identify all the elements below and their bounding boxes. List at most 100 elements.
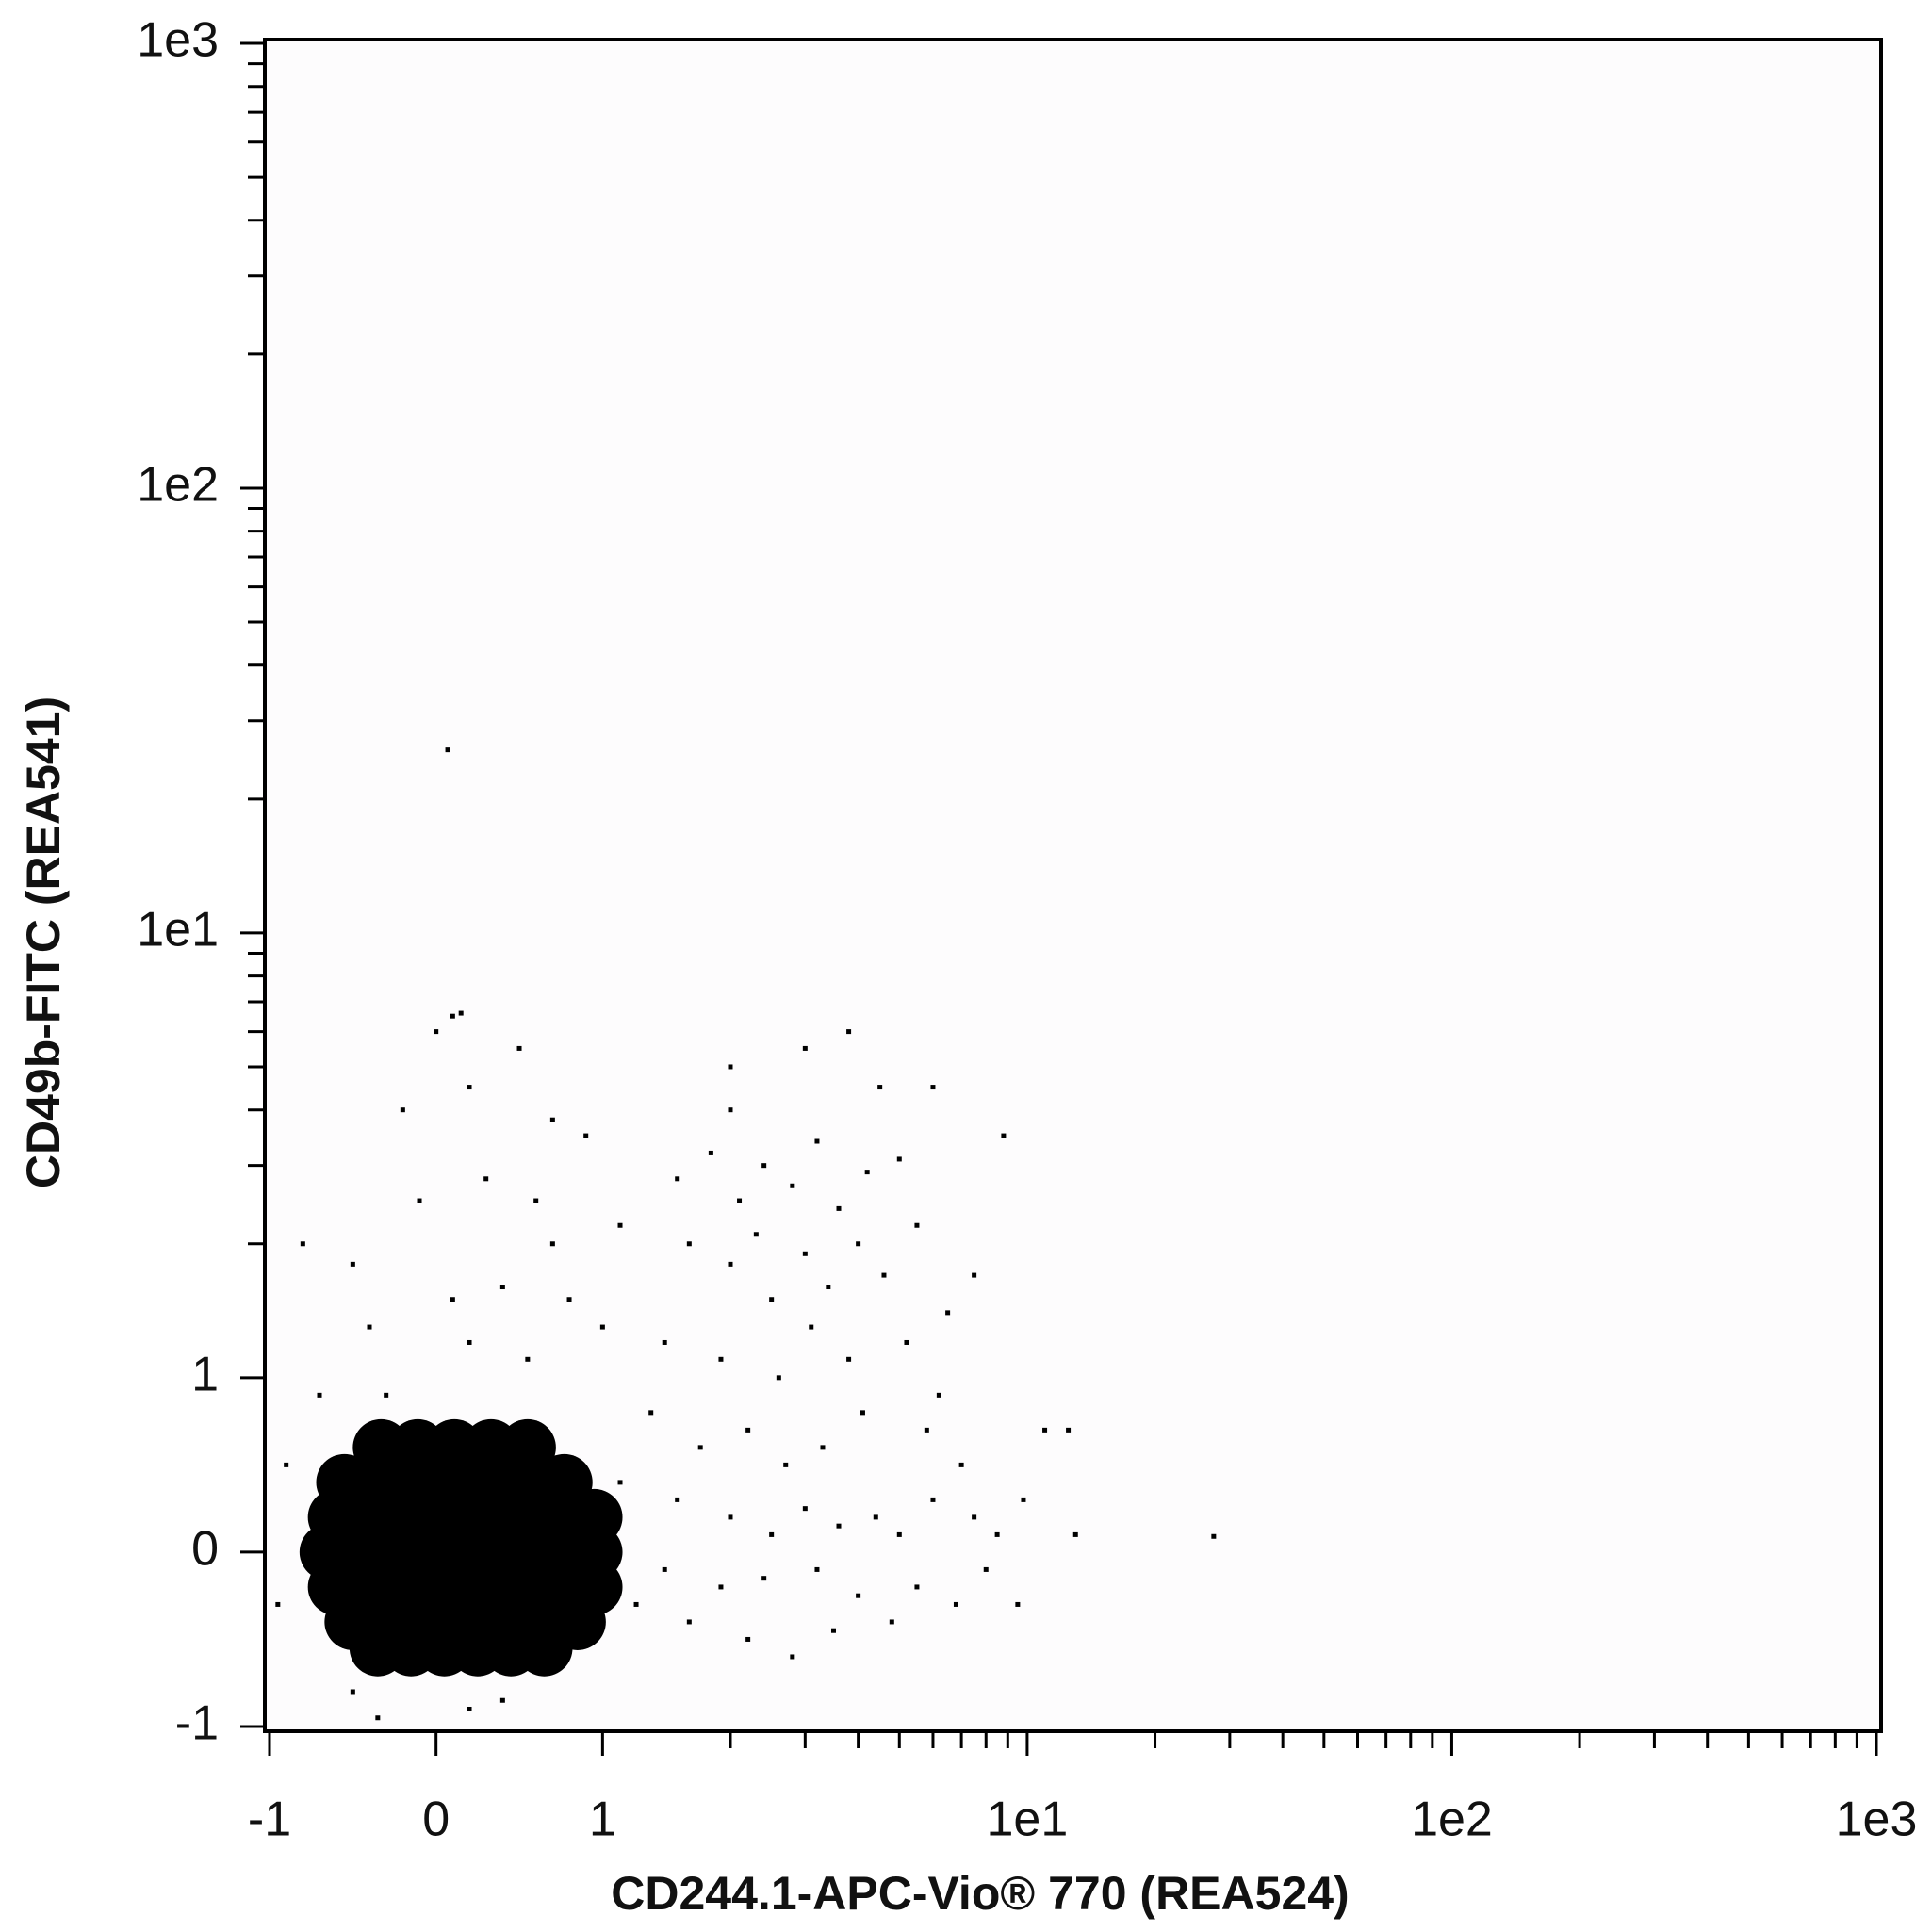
point <box>881 1272 887 1278</box>
point <box>648 1410 654 1416</box>
point <box>549 1241 555 1247</box>
point <box>745 1636 751 1642</box>
point <box>728 1064 733 1070</box>
point <box>718 1356 724 1362</box>
point <box>836 1523 842 1529</box>
point <box>873 1514 878 1520</box>
point <box>761 1163 767 1169</box>
point <box>1021 1497 1026 1502</box>
point <box>896 1531 902 1537</box>
point <box>375 1715 381 1721</box>
point <box>662 1339 667 1345</box>
point <box>350 1261 355 1267</box>
point <box>856 1593 861 1598</box>
point <box>983 1566 989 1572</box>
point <box>1066 1427 1072 1433</box>
point <box>499 1285 505 1290</box>
x-tick-label: 1e1 <box>987 1793 1069 1847</box>
point <box>317 1392 322 1398</box>
point <box>802 1251 808 1256</box>
point <box>856 1241 861 1247</box>
point <box>708 1150 713 1155</box>
point <box>972 1272 977 1278</box>
point <box>483 1176 489 1182</box>
point <box>864 1170 870 1175</box>
point <box>1042 1427 1048 1433</box>
point <box>583 1133 589 1138</box>
point <box>633 1601 639 1607</box>
point <box>994 1531 1000 1537</box>
point <box>566 1297 572 1302</box>
y-tick-label: 1e2 <box>137 458 219 513</box>
point <box>737 1198 743 1203</box>
point <box>1001 1133 1007 1138</box>
point <box>728 1514 733 1520</box>
point <box>516 1045 522 1051</box>
point <box>686 1619 692 1625</box>
point <box>617 1480 623 1485</box>
y-axis-title: CD49b-FITC (REA541) <box>17 696 70 1188</box>
point <box>275 1601 281 1607</box>
point <box>896 1156 902 1162</box>
point <box>802 1506 808 1512</box>
point <box>533 1198 539 1203</box>
point <box>945 1310 951 1316</box>
point <box>953 1601 958 1607</box>
point <box>617 1222 623 1228</box>
point <box>467 1085 472 1090</box>
point <box>1015 1601 1021 1607</box>
point <box>434 1029 439 1035</box>
point <box>300 1241 305 1247</box>
point <box>753 1232 759 1237</box>
x-tick-label: 1e3 <box>1836 1793 1918 1847</box>
point <box>400 1107 405 1113</box>
y-tick-label: -1 <box>175 1696 219 1751</box>
point <box>814 1138 820 1144</box>
point <box>826 1285 831 1290</box>
point <box>877 1085 883 1090</box>
point <box>972 1514 977 1520</box>
point <box>914 1584 920 1590</box>
point <box>467 1339 472 1345</box>
point <box>889 1619 894 1625</box>
point <box>802 1045 808 1051</box>
point <box>930 1085 936 1090</box>
point <box>846 1356 852 1362</box>
point <box>814 1566 820 1572</box>
point <box>769 1297 775 1302</box>
point <box>914 1222 920 1228</box>
point <box>1211 1533 1217 1539</box>
point <box>350 1689 355 1695</box>
point <box>836 1205 842 1211</box>
y-tick-label: 1 <box>191 1348 219 1402</box>
x-tick-label: 0 <box>422 1793 450 1847</box>
point <box>924 1427 929 1433</box>
point <box>745 1427 751 1433</box>
point <box>790 1183 795 1188</box>
point <box>728 1107 733 1113</box>
point <box>846 1029 852 1035</box>
point <box>445 747 450 753</box>
point <box>697 1445 703 1450</box>
point <box>860 1410 865 1416</box>
point <box>458 1010 464 1016</box>
y-tick-label: 1e3 <box>137 13 219 68</box>
point <box>686 1241 692 1247</box>
point <box>783 1462 789 1467</box>
point <box>284 1462 289 1467</box>
point <box>450 1013 455 1019</box>
point <box>675 1497 680 1502</box>
point <box>675 1176 680 1182</box>
x-tick-label: 1 <box>589 1793 616 1847</box>
point <box>904 1339 909 1345</box>
x-tick-label: 1e2 <box>1411 1793 1493 1847</box>
point <box>417 1198 422 1203</box>
point <box>467 1706 472 1711</box>
y-tick-label: 0 <box>191 1522 219 1577</box>
point <box>809 1324 814 1330</box>
y-tick-label: 1e1 <box>137 903 219 958</box>
point <box>367 1324 372 1330</box>
x-tick-label: -1 <box>248 1793 291 1847</box>
